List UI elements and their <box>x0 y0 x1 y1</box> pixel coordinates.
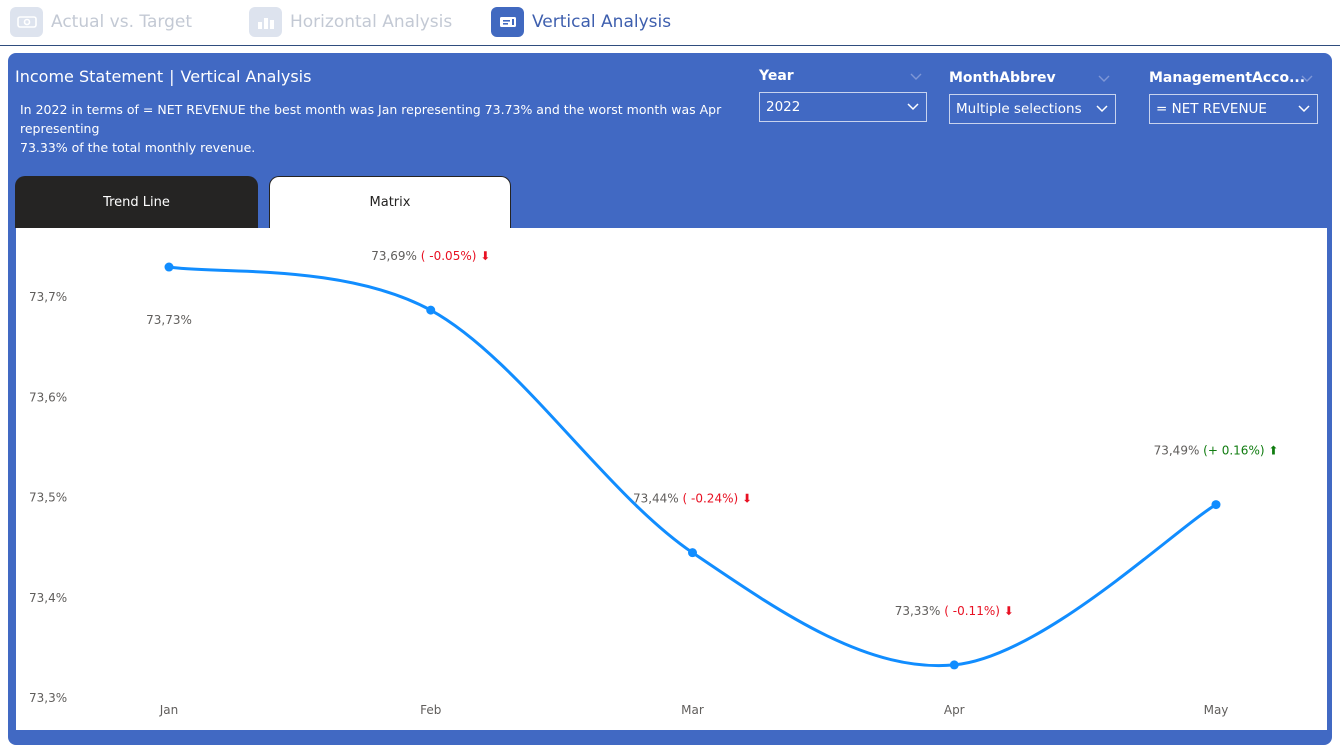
chevron-down-icon[interactable] <box>1097 72 1111 86</box>
data-label: 73,33% ( -0.11%) ⬇ <box>895 604 1014 618</box>
month-dropdown-value: Multiple selections <box>956 101 1082 117</box>
nav-tab-vertical-analysis[interactable]: Vertical Analysis <box>491 6 671 38</box>
x-tick-label: May <box>1204 703 1229 717</box>
data-point <box>1211 500 1221 510</box>
data-label-value: 73,73% <box>146 313 192 327</box>
trend-line-svg: 73,3% 73,4% 73,5% 73,6% 73,7% Jan Feb Mar Apr May… <box>29 249 1279 717</box>
money-icon <box>10 7 43 37</box>
x-tick-label: Mar <box>681 703 704 717</box>
card-icon <box>491 7 524 37</box>
y-tick-label: 73,5% <box>29 491 67 505</box>
tab-trend-line[interactable]: Trend Line <box>15 176 258 228</box>
nav-tab-actual-vs-target[interactable]: Actual vs. Target <box>10 6 192 38</box>
data-point <box>688 548 697 558</box>
account-slicer-label: ManagementAcco... <box>1149 70 1306 86</box>
series-line <box>168 265 1217 668</box>
data-label-change: ( -0.11%) ⬇ <box>940 604 1013 618</box>
y-tick-label: 73,3% <box>29 691 67 705</box>
account-dropdown-value: = NET REVENUE <box>1156 101 1267 117</box>
x-tick-label: Feb <box>420 703 441 717</box>
data-point <box>426 305 436 315</box>
summary-line-2: 73.33% of the total monthly revenue. <box>20 140 256 155</box>
main-panel: Income Statement | Vertical Analysis In 20… <box>8 53 1332 745</box>
chevron-down-icon <box>1096 105 1108 113</box>
x-tick-label: Apr <box>944 703 965 717</box>
data-point <box>164 262 174 272</box>
nav-tab-label: Vertical Analysis <box>532 12 672 32</box>
title-income-statement: Income Statement <box>15 67 164 86</box>
tab-matrix[interactable]: Matrix <box>269 176 511 228</box>
data-label: 73,69% ( -0.05%) ⬇ <box>371 249 490 263</box>
chevron-down-icon[interactable] <box>1300 72 1314 86</box>
year-slicer-label: Year <box>759 68 794 84</box>
summary-line-1: In 2022 in terms of = NET REVENUE the be… <box>20 102 722 136</box>
y-tick-label: 73,7% <box>29 290 67 304</box>
chevron-down-icon[interactable] <box>909 70 923 84</box>
nav-tab-horizontal-analysis[interactable]: Horizontal Analysis <box>249 6 452 38</box>
y-tick-label: 73,4% <box>29 591 67 605</box>
page-title: Income Statement | Vertical Analysis <box>15 67 311 86</box>
data-label-value: 73,44% <box>633 492 679 506</box>
month-dropdown[interactable]: Multiple selections <box>949 94 1116 124</box>
trend-line-chart: 73,3% 73,4% 73,5% 73,6% 73,7% Jan Feb Mar Apr May… <box>16 228 1327 730</box>
y-tick-label: 73,6% <box>29 390 67 404</box>
data-label: 73,73% <box>146 313 192 327</box>
data-label: 73,49% (+ 0.16%) ⬆ <box>1154 444 1279 458</box>
x-tick-label: Jan <box>159 703 179 717</box>
year-dropdown-value: 2022 <box>766 99 801 115</box>
summary-description: In 2022 in terms of = NET REVENUE the be… <box>20 100 740 157</box>
tab-matrix-label: Matrix <box>369 195 411 210</box>
chevron-down-icon <box>1298 105 1310 113</box>
tab-trend-line-label: Trend Line <box>103 194 170 210</box>
data-label: 73,44% ( -0.24%) ⬇ <box>633 492 752 506</box>
data-label-change: ( -0.05%) ⬇ <box>417 249 490 263</box>
nav-tab-label: Horizontal Analysis <box>290 12 453 32</box>
bar-chart-icon <box>249 7 282 37</box>
title-vertical-analysis: Vertical Analysis <box>180 67 312 86</box>
data-point <box>949 660 959 670</box>
data-label-value: 73,33% <box>895 604 941 618</box>
nav-tab-label: Actual vs. Target <box>51 12 192 32</box>
month-slicer-label: MonthAbbrev <box>949 70 1056 86</box>
data-label-change: ( -0.24%) ⬇ <box>679 492 752 506</box>
title-separator: | <box>169 67 175 86</box>
chevron-down-icon <box>907 103 919 111</box>
report-navigation: Actual vs. Target Horizontal Analysis Ve… <box>0 0 1340 46</box>
data-label-change: (+ 0.16%) ⬆ <box>1199 444 1278 458</box>
data-label-value: 73,69% <box>371 249 417 263</box>
year-dropdown[interactable]: 2022 <box>759 92 927 122</box>
account-dropdown[interactable]: = NET REVENUE <box>1149 94 1318 124</box>
data-label-value: 73,49% <box>1154 444 1200 458</box>
